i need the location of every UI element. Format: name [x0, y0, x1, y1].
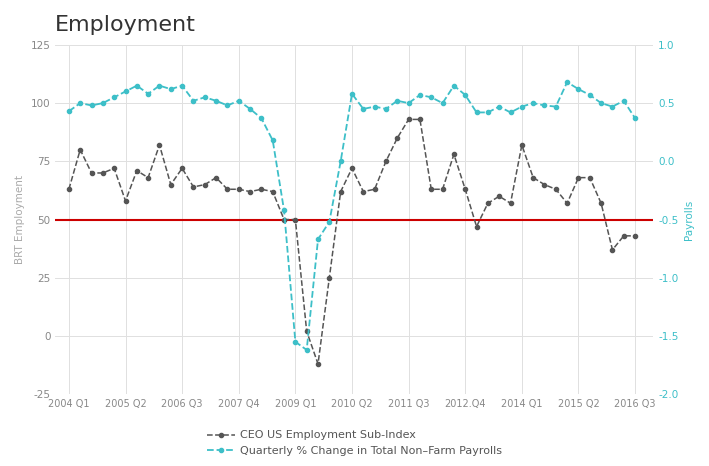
- Text: Employment: Employment: [55, 15, 196, 35]
- Y-axis label: BRT Employment: BRT Employment: [15, 175, 25, 264]
- Legend: CEO US Employment Sub-Index, Quarterly % Change in Total Non–Farm Payrolls: CEO US Employment Sub-Index, Quarterly %…: [202, 426, 507, 460]
- Y-axis label: Payrolls: Payrolls: [684, 199, 694, 240]
